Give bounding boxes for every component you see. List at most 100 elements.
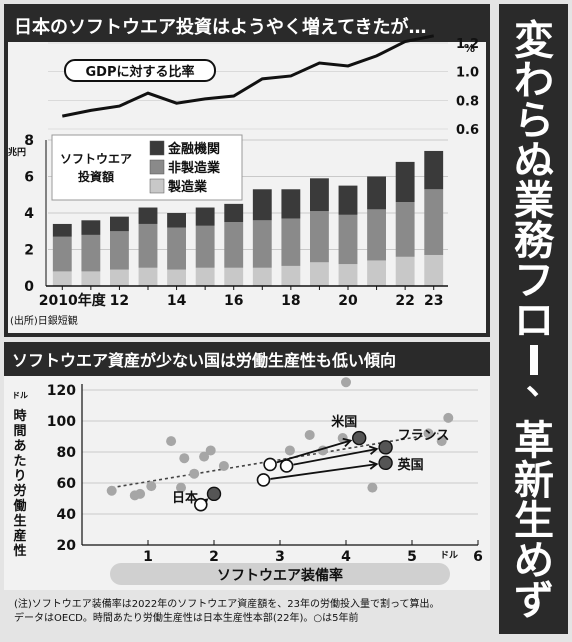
bar-segment: [338, 264, 358, 286]
productivity-title-bar: [4, 342, 490, 376]
side-title-char: ぬ: [514, 138, 554, 184]
x-tick-label: 23: [424, 293, 443, 309]
scatter-point: [166, 436, 177, 447]
productivity-chart-panel: ソフトウエア資産が少ない国は労働生産性も低い傾向 20 40 60 80 100 120 1…: [4, 342, 490, 624]
bar-segment: [395, 161, 415, 203]
scatter-point: [284, 445, 295, 456]
past-point: [263, 457, 277, 472]
scatter-point: [205, 445, 216, 456]
productivity-chart-title: ソフトウエア資産が少ない国は労働生産性も低い傾向: [12, 351, 396, 370]
scatter-point: [179, 453, 190, 464]
y-axis-label-char: 働: [12, 498, 26, 514]
bar-segment: [110, 231, 129, 270]
bar-segment: [367, 176, 386, 210]
y-tick-label: 120: [47, 383, 76, 399]
x-tick-label: 3: [275, 549, 285, 565]
past-point: [279, 459, 294, 473]
side-title-long-vowel: [530, 345, 538, 375]
x-axis-label-bg: [110, 563, 450, 585]
scatter-point: [218, 460, 229, 471]
scatter-point: [176, 482, 186, 493]
current-point: [206, 486, 222, 502]
right-tick-label: 1.0: [456, 66, 479, 81]
bar-segment: [367, 260, 386, 286]
bar-segment: [252, 220, 272, 268]
bar-segment: [52, 236, 72, 272]
x-axis-label: ソフトウエア装備率: [217, 567, 343, 584]
x-tick-label: 22: [395, 293, 414, 309]
left-tick-label: 0: [24, 279, 34, 295]
investment-chart-left-axis: 0 2 4 6 8: [24, 133, 47, 295]
side-title-char: ら: [514, 98, 554, 144]
gdp-label-box: [64, 59, 216, 82]
x-tick-label: 4: [341, 549, 351, 565]
investment-chart-panel: 日本のソフトウエア投資はようやく増えてきたが… 0 2 4 6 8 0.6 0.8 1.0 1…: [4, 4, 490, 337]
side-title-char: わ: [514, 58, 554, 104]
bar-segment: [424, 150, 444, 190]
bar-segment: [52, 271, 72, 286]
side-title-char: フ: [514, 258, 554, 304]
investment-chart-x-axis: 2010年度 12 14 16 18 20 22 23: [39, 285, 448, 309]
side-title-char: 業: [514, 178, 554, 224]
country-label: フランス: [398, 428, 450, 443]
side-title-char: 務: [514, 218, 555, 264]
x-tick-label: 5: [407, 549, 417, 565]
right-tick-label: 1.2: [456, 37, 479, 52]
scatter-point: [146, 481, 157, 492]
bar-segment: [310, 262, 329, 286]
scatter-point: [199, 451, 210, 462]
y-axis-label-char: り: [13, 469, 26, 484]
bar-segment: [138, 267, 158, 286]
bar-segment: [395, 256, 415, 286]
y-axis-unit: ドル: [12, 391, 28, 400]
y-tick-label: 60: [57, 476, 77, 492]
y-axis-label-char: た: [13, 454, 26, 469]
bar-segment: [110, 269, 129, 286]
x-tick-label: 14: [167, 293, 187, 309]
gdp-ratio-line: [61, 34, 435, 118]
y-axis-label-char: 労: [13, 483, 26, 499]
y-tick-label: 100: [47, 414, 76, 430]
legend-swatch: [149, 178, 165, 194]
x-tick-label: 2010年度: [39, 292, 107, 309]
note-line-2: データはOECD。時間あたり労働生産性は日本生産性本部(22年)。○は5年前: [14, 611, 359, 624]
change-arrow: [293, 448, 377, 466]
bar-segment: [424, 189, 444, 255]
legend-title-line2: 投資額: [78, 169, 114, 184]
scatter-point: [135, 488, 146, 499]
y-axis-label-char: 生: [13, 513, 26, 529]
bar-segment: [167, 269, 186, 286]
bar-segment: [195, 207, 215, 226]
note-line-1: (注)ソフトウエア装備率は2022年のソフトウエア資産額を、23年の労働投入量で…: [14, 597, 439, 610]
scatter-point: [106, 485, 117, 496]
country-label: 英国: [397, 457, 424, 473]
left-tick-label: 2: [24, 243, 34, 259]
bar-segment: [167, 213, 186, 228]
left-tick-label: 8: [24, 133, 34, 149]
past-point: [194, 497, 208, 512]
side-title-char: ロ: [514, 298, 554, 344]
legend-label: 金融機関: [167, 141, 220, 157]
scatter-point: [367, 482, 378, 493]
legend-swatch: [149, 159, 165, 175]
bar-segment: [52, 223, 72, 237]
side-title-bar: [499, 4, 568, 634]
left-axis-unit: 兆円: [8, 146, 26, 158]
investment-chart-right-axis: 0.6 0.8 1.0 1.2: [456, 37, 479, 138]
scatter-point: [341, 377, 351, 388]
bar-segment: [310, 178, 329, 212]
investment-chart-bars: [52, 150, 444, 286]
left-tick-label: 6: [24, 170, 34, 186]
x-tick-label: 2: [209, 549, 219, 565]
left-tick-label: 4: [24, 206, 34, 222]
scatter-point: [443, 412, 454, 423]
side-title-char: 新: [514, 458, 554, 504]
x-tick-label: 18: [281, 293, 300, 309]
scatter-point: [436, 436, 447, 447]
gdp-line-label: GDPに対する比率: [64, 59, 216, 82]
arrow-head: [368, 460, 379, 470]
scatter-point: [337, 433, 348, 444]
